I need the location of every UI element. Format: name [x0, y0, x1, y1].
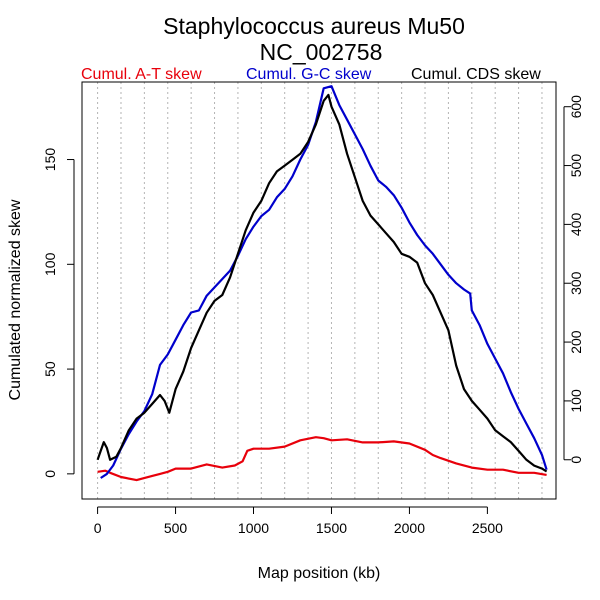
y2-tick-label: 600 — [568, 95, 584, 119]
gc-skew-line — [100, 85, 548, 479]
y2-tick-label: 500 — [568, 154, 584, 178]
at-skew-line — [97, 436, 547, 482]
y-tick-label: 150 — [42, 148, 58, 172]
legend-at-skew: Cumul. A-T skew — [81, 66, 202, 83]
x-tick-label: 500 — [164, 520, 188, 536]
y2-tick-label: 0 — [568, 456, 584, 464]
y-tick-label: 0 — [42, 470, 58, 478]
x-tick-label: 0 — [94, 520, 102, 536]
y2-tick-label: 200 — [568, 330, 584, 354]
x-tick-label: 1500 — [316, 520, 347, 536]
y-axis-right: 0 100 200 300 400 500 600 — [563, 95, 584, 464]
plot-area-frame — [81, 81, 557, 500]
chart-title: Staphylococcus aureus Mu50 — [163, 13, 465, 39]
chart-subtitle: NC_002758 — [260, 39, 383, 65]
y2-tick-label: 100 — [568, 389, 584, 413]
vertical-gridlines — [97, 82, 543, 499]
cds-skew-line — [96, 93, 548, 473]
y-axis-label: Cumulated normalized skew — [7, 199, 24, 400]
x-tick-label: 2500 — [472, 520, 503, 536]
x-tick-label: 2000 — [394, 520, 425, 536]
x-tick-label: 1000 — [238, 520, 269, 536]
y-tick-label: 50 — [42, 361, 58, 377]
y-axis-left: 0 50 100 150 — [42, 148, 75, 478]
series-lines — [96, 85, 548, 482]
x-axis-label: Map position (kb) — [258, 565, 381, 582]
y2-tick-label: 300 — [568, 271, 584, 295]
y2-tick-label: 400 — [568, 213, 584, 237]
x-axis: 0 500 1000 1500 2000 2500 — [94, 506, 503, 536]
legend-cds-skew: Cumul. CDS skew — [411, 66, 541, 83]
y-tick-label: 100 — [42, 252, 58, 276]
legend-gc-skew: Cumul. G-C skew — [246, 66, 372, 83]
